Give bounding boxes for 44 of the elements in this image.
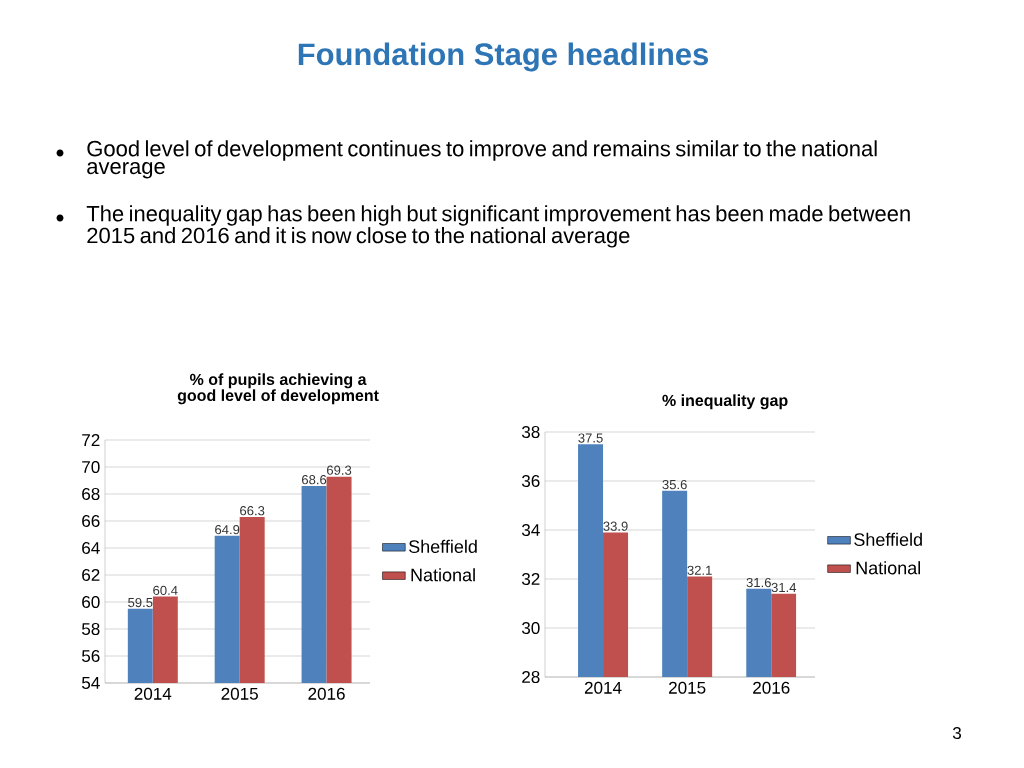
data-label: 33.9 (603, 521, 628, 531)
data-label: 32.1 (687, 565, 712, 575)
chart-title: % inequality gap (662, 394, 788, 410)
legend-label: National (411, 568, 475, 582)
data-label: 66.3 (240, 506, 265, 516)
y-tick-label: 30 (521, 621, 540, 635)
y-tick-label: 38 (521, 425, 540, 439)
y-tick-label: 28 (522, 670, 540, 684)
legend-label: Sheffield (409, 539, 477, 553)
y-tick-label: 62 (82, 568, 100, 582)
y-tick-label: 54 (82, 677, 100, 689)
chart-title: % of pupils achieving a good level of development (177, 373, 379, 405)
text: The inequality gap has been high but significant improvement has been made between 2015 and 2016 and it is now close to the national average (86, 205, 910, 248)
data-label: 37.5 (578, 433, 603, 443)
text: Foundation Stage headlines (298, 42, 708, 72)
text: Good level of development continues to improve and remains similar to the national average (87, 140, 877, 179)
data-label: 31.6 (746, 577, 771, 588)
y-tick-label: 66 (82, 514, 100, 528)
data-label: 31.4 (771, 582, 797, 593)
x-tick-label: 2015 (669, 681, 706, 694)
data-label: 35.6 (662, 479, 687, 490)
y-tick-label: 58 (82, 622, 100, 636)
x-tick-label: 2014 (134, 687, 172, 700)
x-tick-label: 2016 (753, 681, 790, 694)
y-tick-label: 36 (521, 474, 540, 488)
legend-label: National (856, 561, 921, 575)
data-label: 64.9 (215, 525, 240, 535)
x-tick-label: 2015 (221, 687, 258, 700)
y-tick-label: 32 (521, 572, 540, 586)
y-tick-label: 70 (82, 460, 100, 474)
data-label: 69.3 (327, 465, 352, 475)
y-tick-label: 34 (521, 523, 540, 537)
data-label: 60.4 (153, 585, 178, 595)
data-label: 59.5 (128, 597, 153, 608)
x-tick-label: 2014 (584, 681, 622, 694)
data-label: 68.6 (302, 475, 327, 485)
y-tick-label: 68 (82, 487, 100, 501)
x-tick-label: 2016 (308, 687, 345, 700)
y-tick-label: 56 (82, 649, 100, 663)
y-tick-label: 64 (82, 541, 100, 555)
text: 3 (952, 726, 962, 740)
y-tick-label: 72 (82, 434, 100, 446)
legend-label: Sheffield (854, 532, 922, 546)
y-tick-label: 60 (82, 595, 100, 609)
